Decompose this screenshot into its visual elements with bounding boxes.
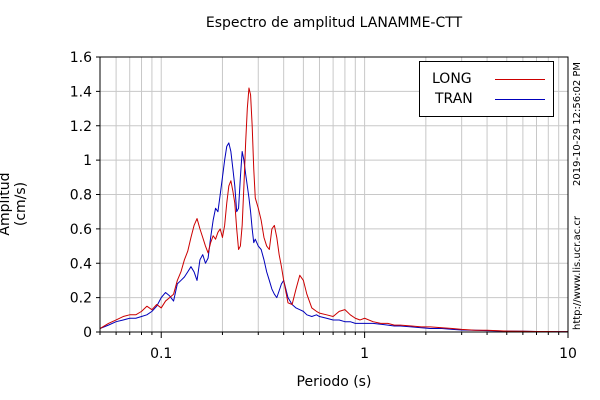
y-tick-label: 0: [83, 325, 92, 341]
y-tick-label: 0.6: [70, 222, 92, 238]
legend-item-long: LONG: [420, 69, 555, 89]
x-axis-label: Periodo (s): [296, 374, 372, 390]
series-line-long: [99, 87, 568, 333]
x-tick-label: 10: [559, 346, 577, 362]
y-tick-label: 1.2: [70, 119, 92, 135]
y-tick-label: 0.4: [70, 256, 92, 272]
y-tick-label: 0.2: [70, 291, 92, 307]
x-tick-label: 0.1: [150, 346, 172, 362]
legend-swatch-long: [495, 79, 545, 80]
x-tick-label: 1: [360, 346, 369, 362]
y-tick-label: 0.8: [70, 188, 92, 204]
y-tick-label: 1: [83, 153, 92, 169]
legend-label-tran: TRAN: [435, 91, 473, 107]
legend-label-long: LONG: [432, 71, 472, 87]
y-tick-label: 1.6: [70, 50, 92, 66]
axis-ticks: [96, 56, 569, 338]
legend: LONG TRAN: [419, 61, 554, 117]
series-layer: [99, 87, 568, 333]
plot-frame: [99, 56, 569, 333]
source-url-text[interactable]: http://www.lis.ucr.ac.cr: [572, 216, 583, 330]
y-tick-label: 1.4: [70, 84, 92, 100]
tick-labels: 0 0.2 0.4 0.6 0.8 1 1.2 1.4 1.6 0.1 1 10: [70, 50, 577, 362]
legend-swatch-tran: [495, 99, 545, 100]
chart-title: Espectro de amplitud LANAMME-CTT: [205, 15, 463, 31]
series-line-tran: [99, 142, 568, 333]
timestamp-text: 2019-10-29 12:56:02 PM: [572, 61, 583, 186]
legend-item-tran: TRAN: [420, 89, 555, 109]
y-axis-label: Amplitud (cm/s): [0, 172, 29, 236]
